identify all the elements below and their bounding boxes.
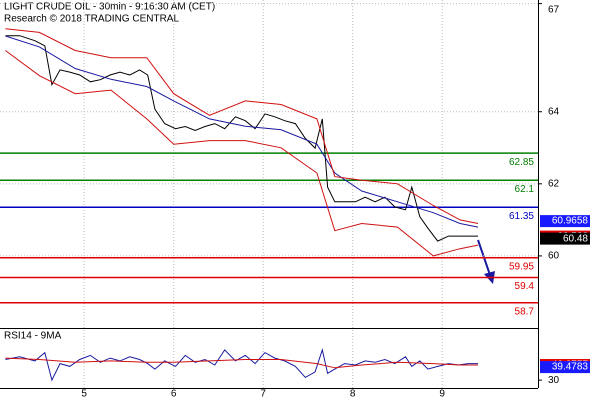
x-tick-label: 9 xyxy=(439,389,445,400)
price-tag xyxy=(540,232,590,245)
level-label: 59.95 xyxy=(509,261,534,272)
x-tick-label: 5 xyxy=(81,389,87,400)
level-label: 59.4 xyxy=(515,281,535,292)
y-tick-label: 62 xyxy=(548,178,560,189)
price-tag-label: 60.9658 xyxy=(552,216,589,227)
level-label: 61.35 xyxy=(509,211,534,222)
level-label: 62.1 xyxy=(515,184,535,195)
y-tick-label: 30 xyxy=(548,375,560,386)
y-tick-label: 60 xyxy=(548,251,560,262)
y-tick-label: 64 xyxy=(548,106,560,117)
price-tag-label: 60.48 xyxy=(563,233,588,244)
price-tag xyxy=(540,361,590,374)
series-line xyxy=(5,35,479,228)
chart-subtitle: Research © 2018 TRADING CENTRAL xyxy=(4,14,179,25)
price-tag xyxy=(540,215,590,228)
series-line xyxy=(5,357,478,369)
y-tick-label: 67 xyxy=(548,5,560,16)
rsi-title: RSI14 - 9MA xyxy=(4,331,62,342)
price-tag-label: 39.4783 xyxy=(552,362,589,373)
series-line xyxy=(5,35,478,242)
x-tick-label: 6 xyxy=(171,389,177,400)
series-line xyxy=(5,50,479,257)
x-tick-label: 7 xyxy=(260,389,266,400)
x-tick-label: 8 xyxy=(350,389,356,400)
chart-title: LIGHT CRUDE OIL - 30min - 9:16:30 AM (CE… xyxy=(4,2,215,13)
series-line xyxy=(5,28,479,224)
level-label: 62.85 xyxy=(509,157,534,168)
level-label: 58.7 xyxy=(515,306,535,317)
